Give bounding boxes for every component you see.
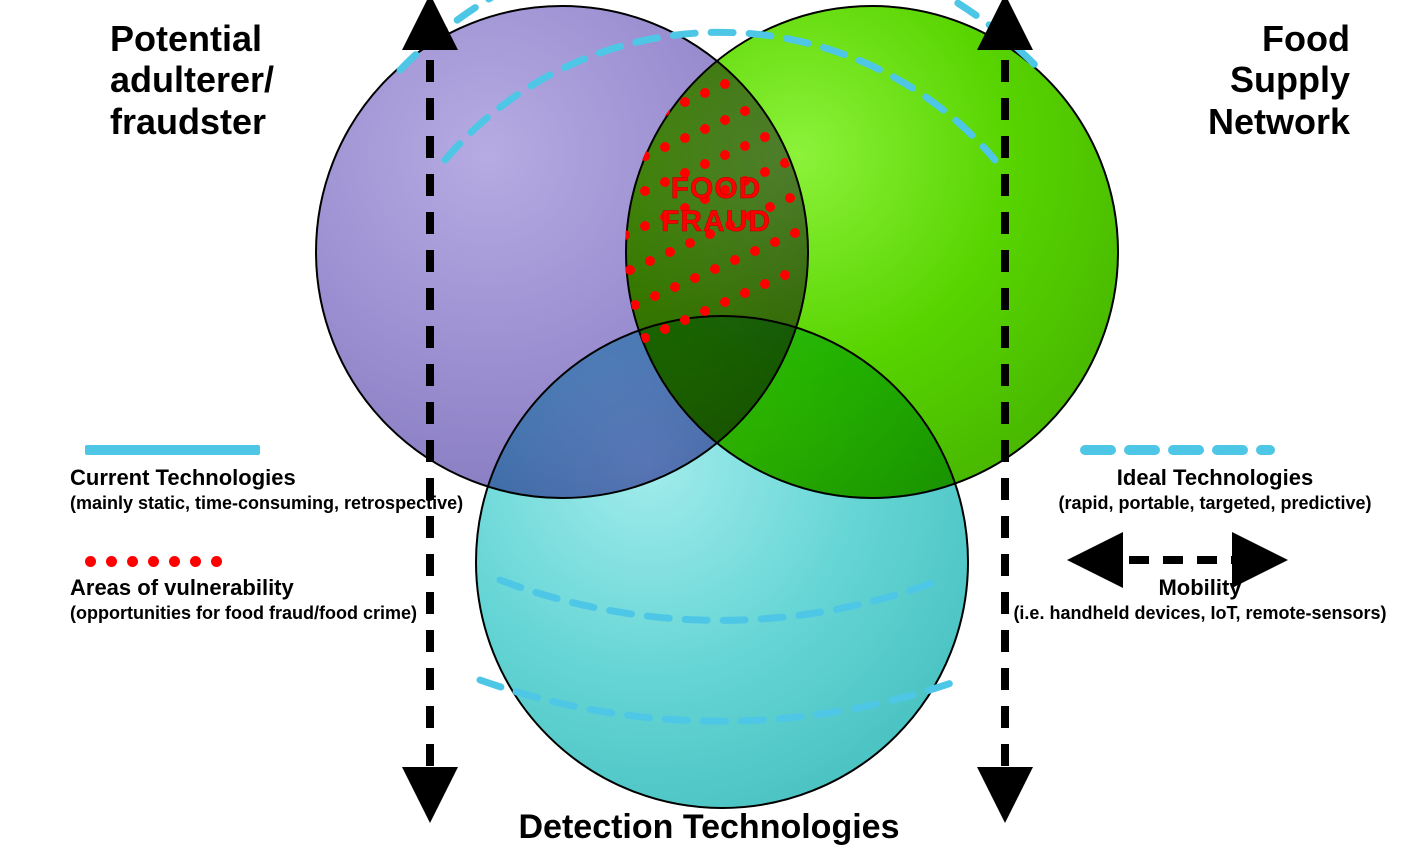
legend-swatch-vulnerability <box>85 556 222 567</box>
legend-vuln-title: Areas of vulnerability <box>70 575 470 601</box>
food-fraud-label: FOOD FRAUD <box>656 172 776 238</box>
label-supply-network: Food Supply Network <box>1130 18 1350 142</box>
legend-ideal-title: Ideal Technologies <box>1030 465 1400 491</box>
legend-ideal-sub: (rapid, portable, targeted, predictive) <box>1030 493 1400 514</box>
legend-swatch-current <box>85 445 260 455</box>
legend-vuln-sub: (opportunities for food fraud/food crime… <box>70 603 470 624</box>
legend-current-title: Current Technologies <box>70 465 470 491</box>
circle-detection-tech <box>475 315 969 809</box>
legend-ideal-tech: Ideal Technologies (rapid, portable, tar… <box>1030 465 1400 514</box>
label-fraudster: Potential adulterer/ fraudster <box>110 18 370 142</box>
diagram-stage: Potential adulterer/ fraudster Food Supp… <box>0 0 1418 851</box>
legend-mobility-title: Mobility <box>1000 575 1400 601</box>
legend-current-sub: (mainly static, time-consuming, retrospe… <box>70 493 470 514</box>
label-detection-tech: Detection Technologies <box>0 808 1418 847</box>
legend-vulnerability: Areas of vulnerability (opportunities fo… <box>70 575 470 624</box>
legend-mobility-sub: (i.e. handheld devices, IoT, remote-sens… <box>1000 603 1400 624</box>
legend-current-tech: Current Technologies (mainly static, tim… <box>70 465 470 514</box>
legend-mobility: Mobility (i.e. handheld devices, IoT, re… <box>1000 575 1400 624</box>
